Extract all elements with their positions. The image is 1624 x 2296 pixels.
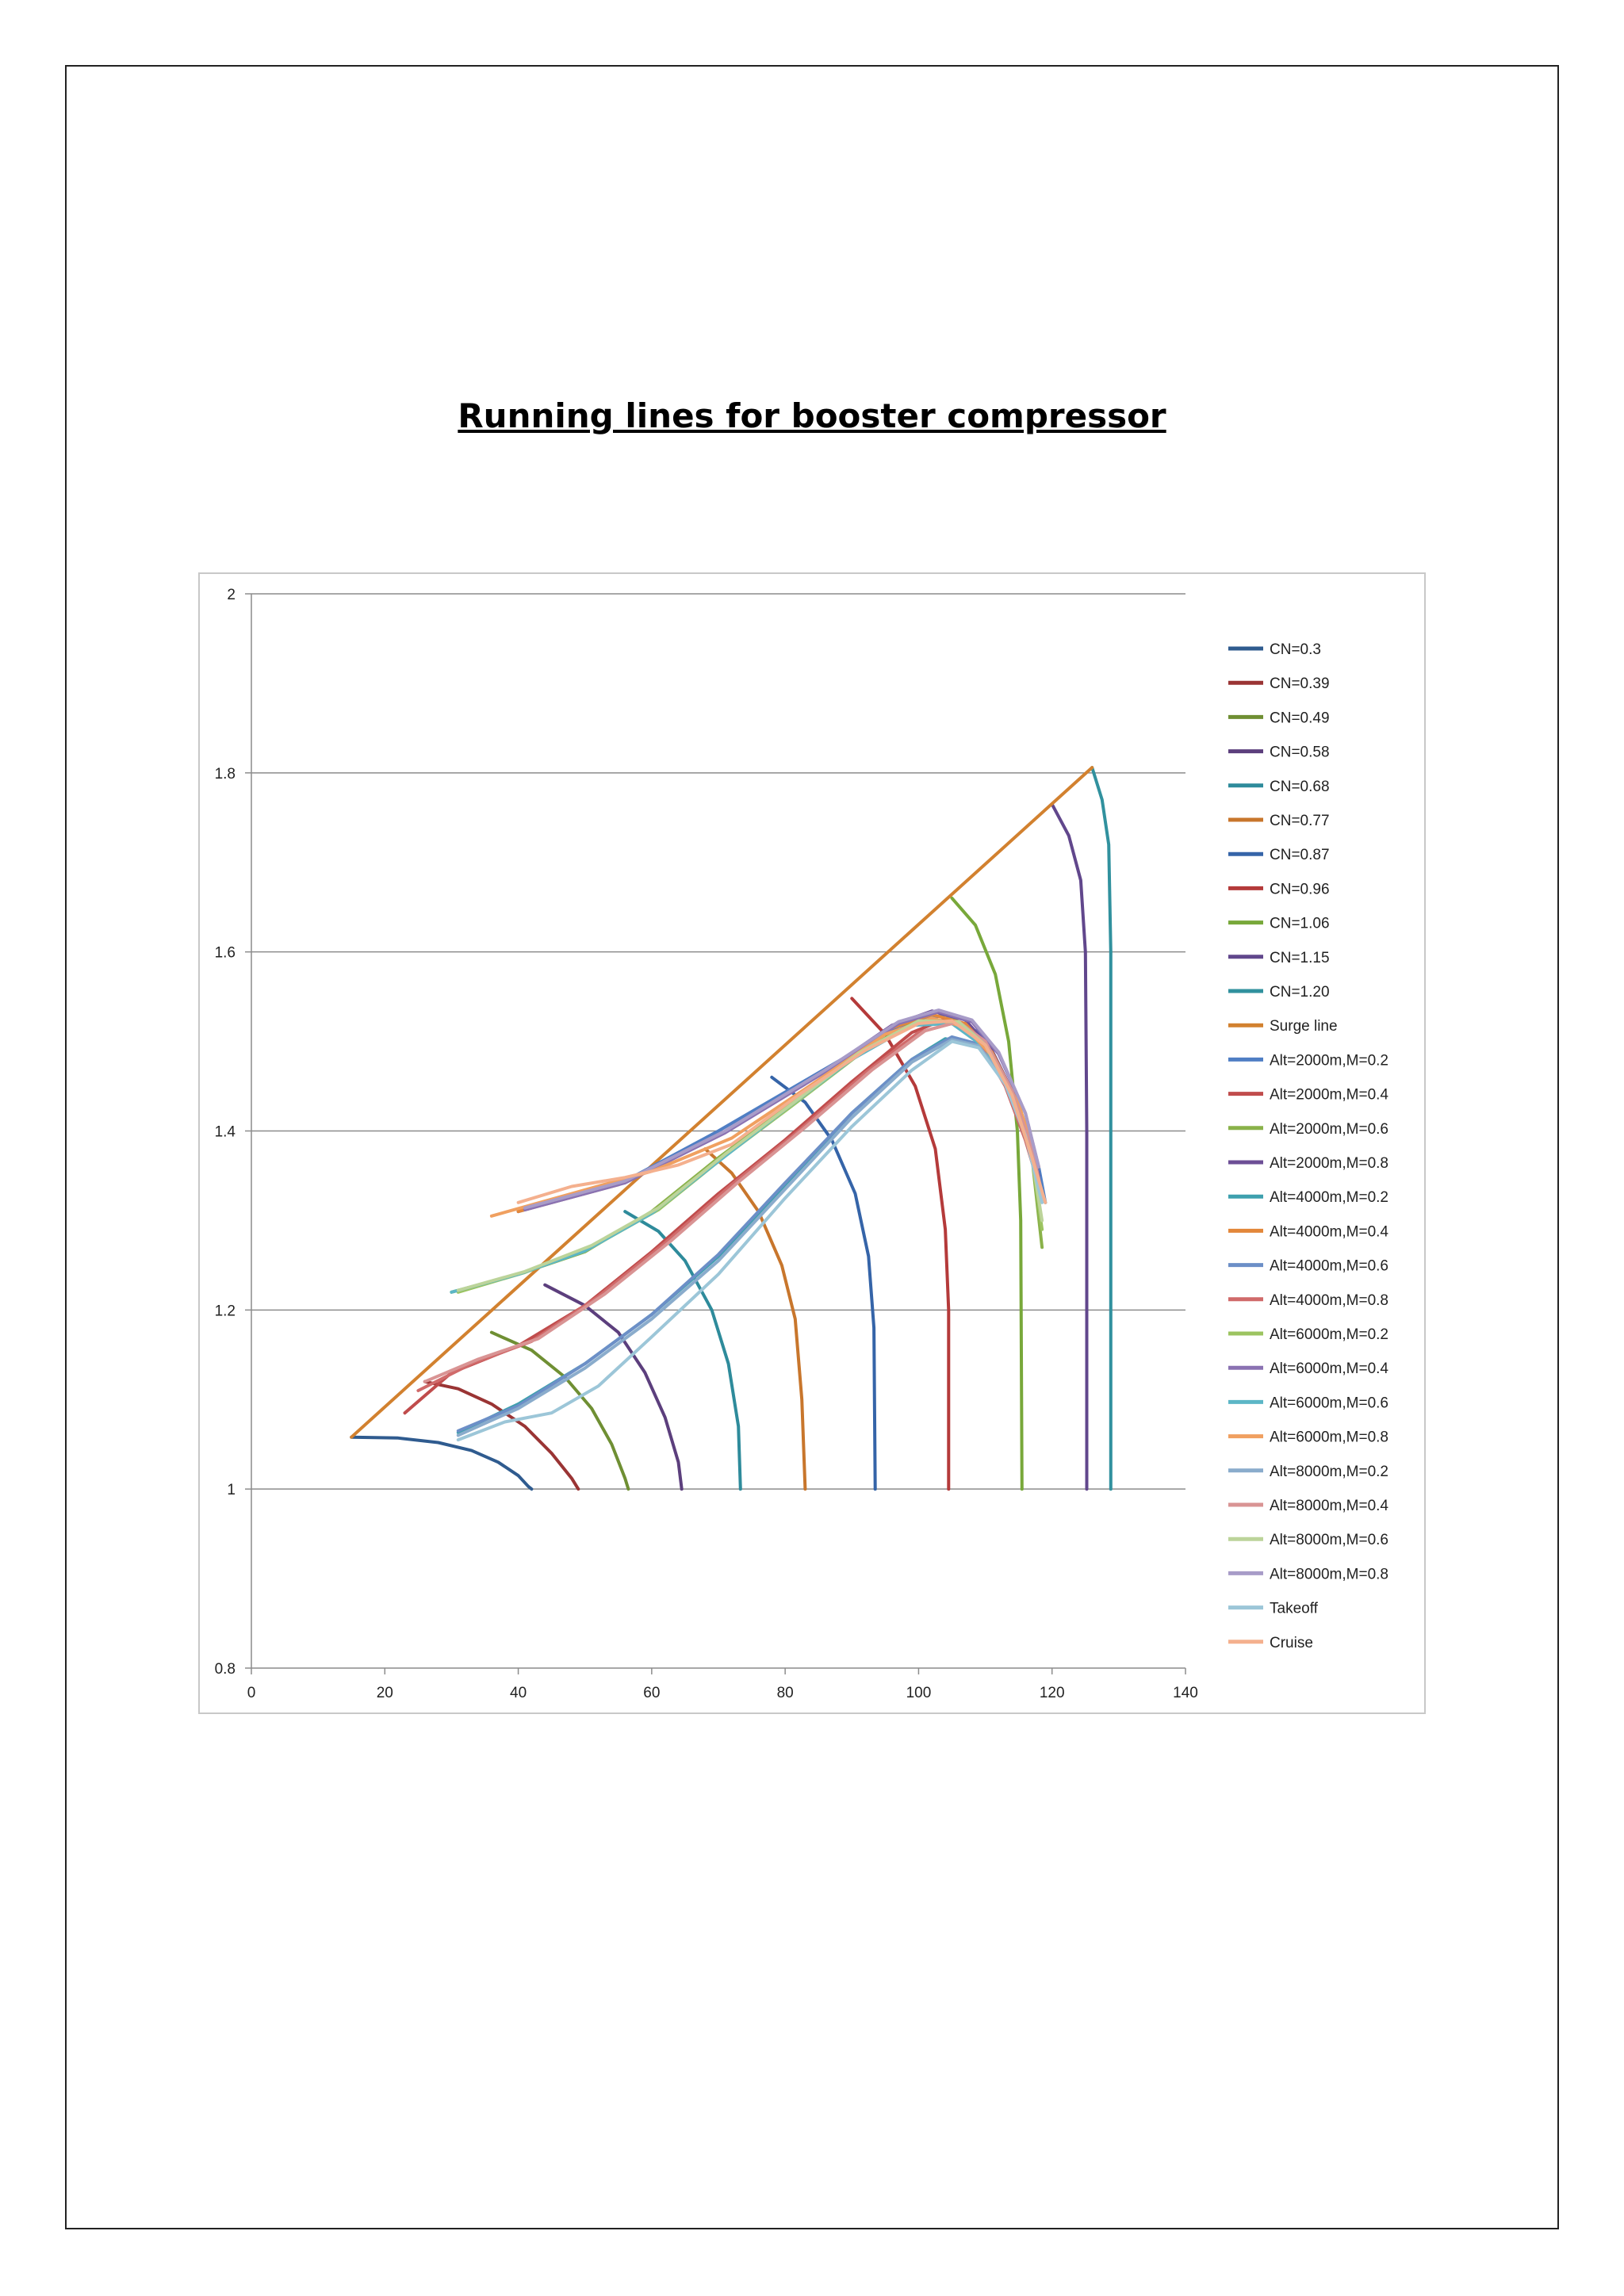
series-line-cn-0-87 (770, 1075, 877, 1491)
series-line-alt-8000m-m-0-6 (456, 1019, 1044, 1292)
y-tick-label: 0.8 (215, 1661, 236, 1678)
legend-label: Alt=6000m,M=0.2 (1270, 1326, 1388, 1343)
y-tick-label: 1 (227, 1482, 236, 1498)
legend-label: Alt=2000m,M=0.6 (1270, 1121, 1388, 1138)
series-line-alt-2000m-m-0-6 (450, 1020, 1044, 1294)
series-line-cn-1-06 (950, 896, 1024, 1491)
legend-label: Alt=4000m,M=0.6 (1270, 1258, 1388, 1275)
x-tick-label: 20 (377, 1685, 393, 1701)
series-line-alt-6000m-m-0-6 (450, 1022, 1048, 1294)
legend-label: Cruise (1270, 1635, 1313, 1651)
x-tick-label: 40 (510, 1685, 527, 1701)
series-line-cn-0-39 (423, 1380, 580, 1491)
y-tick-label: 1.8 (215, 766, 236, 783)
legend-label: Alt=6000m,M=0.6 (1270, 1395, 1388, 1411)
series-line-alt-4000m-m-0-8 (416, 1022, 1040, 1392)
legend-label: CN=0.96 (1270, 881, 1330, 897)
legend-label: Alt=6000m,M=0.8 (1270, 1429, 1388, 1446)
series-line-surge-line (350, 766, 1094, 1439)
legend-label: Alt=2000m,M=0.8 (1270, 1155, 1388, 1172)
legend-label: CN=0.87 (1270, 847, 1330, 863)
legend-label: Alt=4000m,M=0.8 (1270, 1292, 1388, 1309)
series-line-cn-1-15 (1050, 802, 1089, 1491)
series-line-cn-0-49 (489, 1330, 630, 1491)
y-tick-label: 1.2 (215, 1303, 236, 1319)
legend-label: Alt=4000m,M=0.2 (1270, 1189, 1388, 1206)
document-title: Running lines for booster compressor (458, 396, 1166, 435)
legend-label: CN=0.58 (1270, 744, 1330, 761)
legend-label: Alt=6000m,M=0.4 (1270, 1360, 1388, 1377)
x-tick-label: 100 (906, 1685, 932, 1701)
x-tick-label: 120 (1040, 1685, 1065, 1701)
x-tick-label: 0 (247, 1685, 256, 1701)
y-tick-label: 1.6 (215, 945, 236, 962)
legend-label: CN=1.20 (1270, 984, 1330, 1001)
chart-frame: 0.8 1 1.2 1.4 1.6 1.8 2 0 20 40 60 80 100 120 140 CN=0.… (198, 572, 1426, 1714)
legend-label: CN=0.39 (1270, 675, 1330, 692)
series-line-alt-4000m-m-0-6 (456, 1035, 1044, 1433)
y-tick-label: 2 (227, 587, 236, 603)
series-line-cn-1-20 (1090, 766, 1113, 1491)
y-tick-label: 1.4 (215, 1124, 236, 1141)
series-line-alt-6000m-m-0-2 (456, 1020, 1044, 1294)
series-line-takeoff (456, 1039, 1044, 1442)
legend-label: Alt=8000m,M=0.4 (1270, 1498, 1388, 1514)
x-tick-label: 140 (1173, 1685, 1198, 1701)
series-line-cn-0-3 (350, 1435, 534, 1491)
legend-label: Alt=4000m,M=0.4 (1270, 1223, 1388, 1240)
legend-label: Surge line (1270, 1018, 1338, 1035)
legend-label: Alt=2000m,M=0.4 (1270, 1087, 1388, 1104)
x-tick-label: 80 (777, 1685, 794, 1701)
x-tick-label: 60 (643, 1685, 660, 1701)
legend-label: Takeoff (1270, 1601, 1319, 1617)
legend-label: Alt=8000m,M=0.6 (1270, 1532, 1388, 1548)
series-line-alt-8000m-m-0-4 (423, 1020, 1044, 1383)
legend-label: Alt=8000m,M=0.2 (1270, 1464, 1388, 1480)
series-line-cn-0-77 (703, 1147, 807, 1491)
legend-label: CN=1.06 (1270, 916, 1330, 932)
page-border (65, 65, 1559, 2229)
legend-label: CN=0.49 (1270, 710, 1330, 726)
legend-label: CN=1.15 (1270, 950, 1330, 966)
chart-svg: 0.811.21.41.61.820 20 40 60 80 100 120 140CN=0.… (215, 587, 1389, 1701)
series-line-alt-8000m-m-0-8 (523, 1008, 1040, 1210)
series-line-cn-0-68 (623, 1210, 742, 1491)
legend-label: Alt=8000m,M=0.8 (1270, 1566, 1388, 1582)
legend-label: CN=0.77 (1270, 813, 1330, 829)
series-line-cruise (516, 1019, 1048, 1204)
legend-label: CN=0.68 (1270, 779, 1330, 795)
legend-label: CN=0.3 (1270, 641, 1321, 658)
legend-label: Alt=2000m,M=0.2 (1270, 1052, 1388, 1069)
